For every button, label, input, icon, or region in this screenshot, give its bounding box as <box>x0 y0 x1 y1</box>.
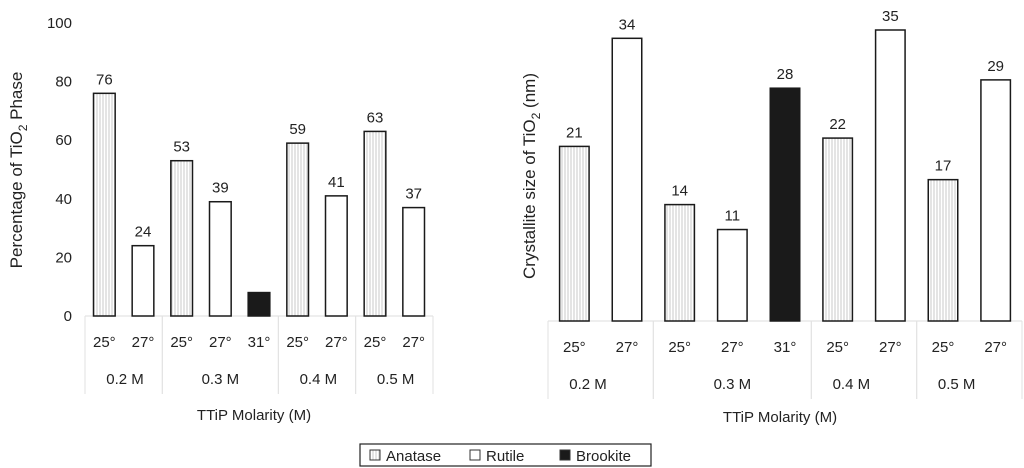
bar-rutile <box>611 37 643 322</box>
y-tick-label: 40 <box>55 191 72 208</box>
bar-brookite <box>769 87 801 322</box>
bar-anatase <box>92 92 116 317</box>
temperature-label: 25° <box>286 334 309 351</box>
y-tick-label: 80 <box>55 74 72 91</box>
bar-rutile <box>980 79 1012 322</box>
data-label: 41 <box>328 174 345 191</box>
temperature-label: 25° <box>364 334 387 351</box>
data-label: 53 <box>173 139 190 156</box>
legend-swatch-rutile <box>469 449 481 461</box>
temperature-label: 25° <box>93 334 116 351</box>
phase-percentage-chart: 0 20 40 60 80 100 Percentage of TiO2 Phase 76 25… <box>7 15 434 424</box>
temperature-label: 27° <box>616 339 639 356</box>
temperature-label: 27° <box>984 339 1007 356</box>
data-label: 29 <box>987 58 1004 75</box>
temperature-label: 31° <box>774 339 797 356</box>
data-label: 14 <box>671 183 688 200</box>
bar-anatase <box>363 130 387 317</box>
molarity-label: 0.2 M <box>569 376 607 393</box>
bar-anatase <box>822 137 854 322</box>
molarity-label: 0.2 M <box>106 371 144 388</box>
temperature-label: 25° <box>170 334 193 351</box>
data-label: 34 <box>619 16 636 33</box>
bar-anatase <box>664 203 696 322</box>
temperature-label: 25° <box>563 339 586 356</box>
bar-brookite <box>247 291 271 317</box>
temperature-label: 27° <box>402 334 425 351</box>
data-label: 39 <box>212 180 229 197</box>
bar-rutile <box>324 195 348 317</box>
y-tick-label: 20 <box>55 249 72 266</box>
data-label: 21 <box>566 124 583 141</box>
y-tick-label: 60 <box>55 132 72 149</box>
legend-label: Anatase <box>386 448 441 465</box>
legend-swatch-brookite <box>559 449 571 461</box>
temperature-label: 25° <box>932 339 955 356</box>
molarity-label: 0.5 M <box>938 376 976 393</box>
y-tick-label: 0 <box>64 308 72 325</box>
legend: Anatase Rutile Brookite <box>359 443 652 467</box>
molarity-label: 0.4 M <box>300 371 338 388</box>
legend-label: Brookite <box>576 448 631 465</box>
bar-anatase <box>286 142 310 317</box>
temperature-label: 27° <box>721 339 744 356</box>
y-tick-label: 100 <box>47 15 72 32</box>
bar-rutile <box>131 244 155 317</box>
bar-rutile <box>716 228 748 322</box>
temperature-label: 25° <box>668 339 691 356</box>
legend-swatch-anatase <box>369 449 381 461</box>
y-axis-label: Percentage of TiO2 Phase <box>7 72 30 269</box>
temperature-label: 27° <box>879 339 902 356</box>
data-label: 59 <box>289 121 306 138</box>
data-label: 17 <box>935 158 952 175</box>
crystallite-size-chart: Crystallite size of TiO2 (nm) 21 25° 34 27° 0… <box>520 8 1023 426</box>
bar-rutile <box>208 200 232 317</box>
legend-box <box>359 443 652 467</box>
data-label: 11 <box>725 208 741 225</box>
temperature-label: 27° <box>325 334 348 351</box>
molarity-label: 0.4 M <box>833 376 871 393</box>
bar-anatase <box>927 178 959 322</box>
legend-label: Rutile <box>486 448 524 465</box>
temperature-label: 27° <box>209 334 232 351</box>
data-label: 37 <box>405 186 422 203</box>
bar-rutile <box>402 206 426 317</box>
x-axis-label: TTiP Molarity (M) <box>723 409 837 426</box>
data-label: 63 <box>367 109 384 126</box>
temperature-label: 31° <box>248 334 271 351</box>
data-label: 35 <box>882 8 899 25</box>
data-label: 24 <box>135 224 152 241</box>
molarity-label: 0.3 M <box>714 376 752 393</box>
data-label: 28 <box>777 66 794 83</box>
bar-rutile <box>874 29 906 322</box>
temperature-label: 25° <box>826 339 849 356</box>
molarity-label: 0.3 M <box>202 371 240 388</box>
data-label: 22 <box>829 116 846 133</box>
temperature-label: 27° <box>132 334 155 351</box>
data-label: 76 <box>96 71 113 88</box>
bar-anatase <box>558 145 590 322</box>
y-axis-label: Crystallite size of TiO2 (nm) <box>520 73 543 279</box>
x-axis-label: TTiP Molarity (M) <box>197 407 311 424</box>
bar-anatase <box>170 159 194 317</box>
molarity-label: 0.5 M <box>377 371 415 388</box>
